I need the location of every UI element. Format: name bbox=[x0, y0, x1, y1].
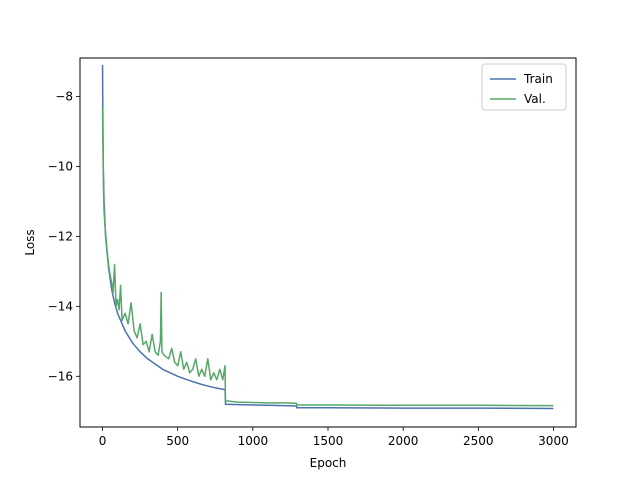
x-tick-label: 2500 bbox=[463, 434, 494, 448]
x-tick-label: 1000 bbox=[238, 434, 269, 448]
legend: Train Val. bbox=[481, 63, 567, 111]
plot-area bbox=[80, 58, 576, 427]
y-tick-label: −16 bbox=[48, 369, 73, 383]
x-axis-ticks: 0 500 1000 1500 2000 2500 3000 bbox=[99, 427, 569, 448]
legend-label-1: Val. bbox=[524, 92, 546, 106]
y-axis-label: Loss bbox=[23, 229, 37, 255]
x-axis-label: Epoch bbox=[310, 456, 347, 470]
y-tick-label: −12 bbox=[48, 229, 73, 243]
x-tick-label: 3000 bbox=[538, 434, 569, 448]
series-line-1 bbox=[101, 106, 554, 407]
series-layer bbox=[101, 64, 554, 410]
x-tick-label: 2000 bbox=[388, 434, 419, 448]
y-tick-label: −10 bbox=[48, 159, 73, 173]
y-tick-label: −14 bbox=[48, 299, 73, 313]
legend-label-0: Train bbox=[523, 72, 553, 86]
x-tick-label: 500 bbox=[166, 434, 189, 448]
x-tick-label: 0 bbox=[99, 434, 107, 448]
y-tick-label: −8 bbox=[55, 89, 73, 103]
x-tick-label: 1500 bbox=[313, 434, 344, 448]
y-axis-ticks: −16 −14 −12 −10 −8 bbox=[48, 89, 80, 383]
